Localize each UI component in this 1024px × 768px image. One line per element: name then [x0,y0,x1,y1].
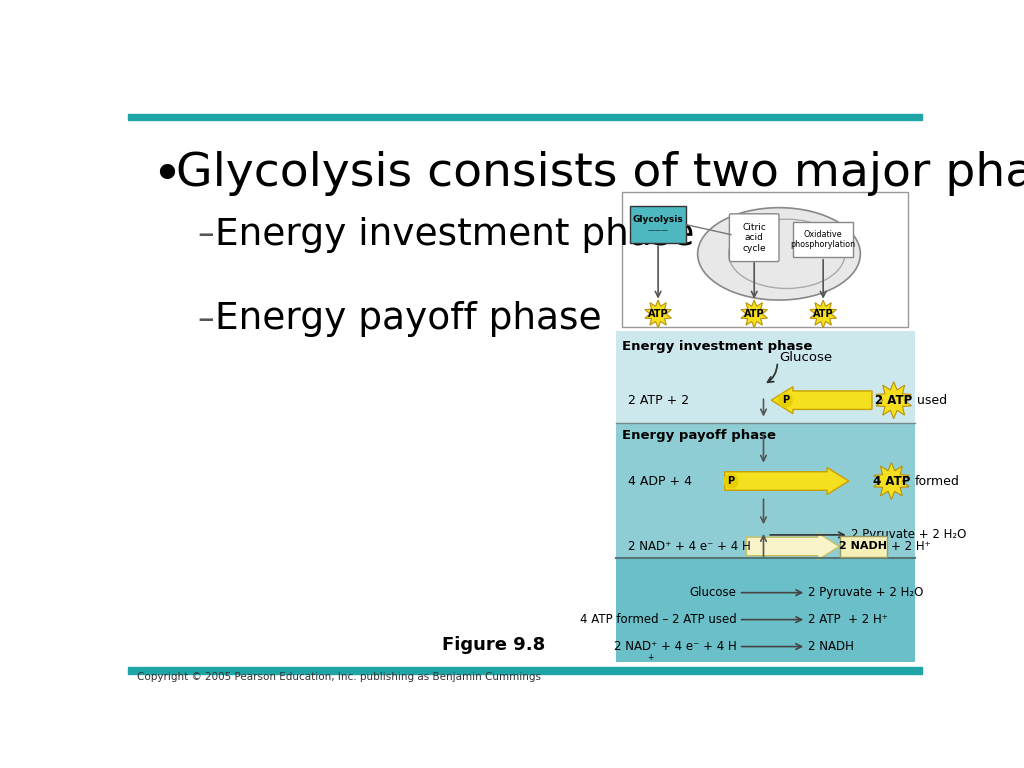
Text: 2 ATP + 2: 2 ATP + 2 [628,394,693,407]
Bar [623,192,908,327]
Text: –: – [198,303,214,336]
Text: Glycolysis consists of two major phases: Glycolysis consists of two major phases [176,151,1024,196]
Text: Glucose: Glucose [779,351,833,364]
Text: 2 NADH: 2 NADH [840,541,888,551]
Text: Copyright © 2005 Pearson Education, Inc. publishing as Benjamin Cummings: Copyright © 2005 Pearson Education, Inc.… [137,672,542,682]
Text: 2 Pyruvate + 2 H₂O: 2 Pyruvate + 2 H₂O [851,528,967,541]
Bar [616,558,914,662]
Polygon shape [741,300,767,328]
Bar [616,331,914,423]
Text: 2 NAD⁺ + 4 e⁻ + 4 H: 2 NAD⁺ + 4 e⁻ + 4 H [628,540,751,553]
Text: 4 ATP: 4 ATP [872,475,910,488]
Text: P: P [727,476,734,486]
Polygon shape [810,300,837,328]
Text: 2 NADH: 2 NADH [809,640,854,653]
Text: Citric
acid
cycle: Citric acid cycle [742,223,766,253]
Text: –: – [198,218,214,251]
Polygon shape [876,382,911,419]
Text: Glucose: Glucose [689,586,736,599]
Text: 2 NAD⁺ + 4 e⁻ + 4 H: 2 NAD⁺ + 4 e⁻ + 4 H [613,640,736,653]
Text: Oxidative
phosphorylation: Oxidative phosphorylation [791,230,856,249]
Bar [128,114,922,120]
Text: Energy investment phase: Energy investment phase [215,217,694,253]
Text: 2 Pyruvate + 2 H₂O: 2 Pyruvate + 2 H₂O [809,586,924,599]
Circle shape [778,393,793,407]
Text: Energy payoff phase: Energy payoff phase [623,429,776,442]
Text: + 2 H⁺: + 2 H⁺ [891,540,931,553]
Text: P: P [781,396,788,406]
Text: ATP: ATP [813,309,834,319]
Text: 2 ATP  + 2 H⁺: 2 ATP + 2 H⁺ [809,613,889,626]
Ellipse shape [697,207,860,300]
Text: 2 ATP: 2 ATP [876,394,912,407]
Text: Figure 9.8: Figure 9.8 [442,636,545,654]
Text: •: • [152,150,182,202]
FancyArrow shape [771,386,872,414]
Text: ATP: ATP [648,309,669,319]
Bar [128,667,922,674]
Text: 4 ADP + 4: 4 ADP + 4 [628,475,696,488]
Text: ATP: ATP [743,309,765,319]
Text: Energy investment phase: Energy investment phase [623,340,813,353]
Bar [630,206,686,243]
Polygon shape [873,462,909,499]
Circle shape [724,474,738,488]
Text: +: + [647,653,653,662]
Text: formed: formed [914,475,959,488]
Polygon shape [645,300,672,328]
Text: ———: ——— [647,227,669,233]
Text: Glycolysis: Glycolysis [633,216,683,224]
Text: 4 ATP formed – 2 ATP used: 4 ATP formed – 2 ATP used [580,613,736,626]
FancyBboxPatch shape [729,214,779,262]
Text: used: used [916,394,947,407]
Bar [616,423,914,558]
FancyArrow shape [746,533,840,560]
Bar [793,221,853,257]
Text: Energy payoff phase: Energy payoff phase [215,301,601,337]
FancyArrow shape [725,468,849,495]
FancyBboxPatch shape [841,536,887,558]
